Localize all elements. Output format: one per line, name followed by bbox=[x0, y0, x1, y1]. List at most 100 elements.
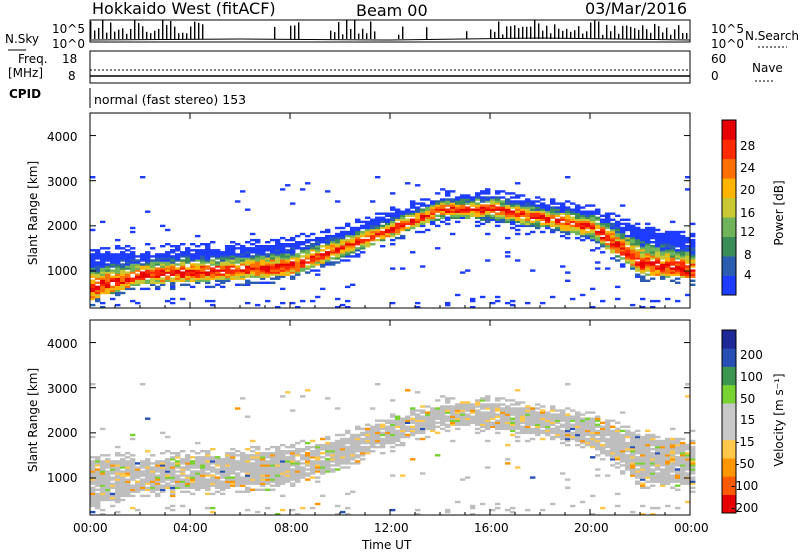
power-cell bbox=[610, 236, 616, 240]
velocity-cell bbox=[650, 437, 656, 441]
power-cell bbox=[510, 204, 516, 207]
velocity-cell bbox=[560, 435, 566, 439]
velocity-cell bbox=[660, 450, 666, 453]
power-cell bbox=[455, 293, 461, 297]
velocity-cell bbox=[475, 401, 481, 404]
velocity-cell bbox=[595, 445, 601, 449]
power-cell bbox=[485, 208, 491, 211]
velocity-cell bbox=[140, 480, 146, 483]
power-cell bbox=[255, 241, 261, 244]
velocity-cell bbox=[510, 429, 516, 433]
velocity-cell bbox=[375, 433, 381, 437]
power-cell bbox=[550, 295, 556, 299]
velocity-cell bbox=[680, 472, 686, 475]
velocity-cell bbox=[90, 456, 96, 459]
vel-ytick-1000: 1000 bbox=[47, 471, 78, 485]
power-cell bbox=[430, 212, 436, 215]
velocity-cell bbox=[415, 423, 421, 426]
power-cell bbox=[615, 259, 621, 262]
power-cell bbox=[595, 218, 601, 221]
velocity-cell bbox=[570, 427, 576, 431]
velocity-cell bbox=[525, 439, 531, 443]
power-cell bbox=[415, 214, 421, 217]
power-cell bbox=[660, 232, 666, 236]
velocity-cell bbox=[355, 433, 361, 437]
power-cell bbox=[495, 198, 501, 201]
velocity-cell bbox=[150, 478, 156, 481]
velocity-cell bbox=[640, 504, 646, 508]
power-cell bbox=[390, 238, 396, 242]
power-cell bbox=[375, 216, 381, 219]
velocity-cell bbox=[460, 478, 466, 481]
power-cell bbox=[605, 247, 611, 250]
velocity-cell bbox=[615, 437, 621, 441]
power-cell bbox=[560, 228, 566, 232]
nsky-bar bbox=[602, 34, 604, 39]
velocity-cell bbox=[680, 462, 686, 465]
power-cell bbox=[100, 257, 106, 260]
velocity-cell bbox=[370, 441, 376, 445]
velocity-cell bbox=[635, 441, 641, 445]
power-cell bbox=[225, 267, 231, 270]
power-cell bbox=[585, 210, 591, 213]
velocity-cell bbox=[670, 460, 676, 463]
velocity-cell bbox=[205, 452, 211, 455]
power-cell bbox=[435, 202, 441, 205]
power-cell bbox=[655, 236, 661, 240]
power-cell bbox=[280, 273, 286, 276]
velocity-cell bbox=[350, 439, 356, 443]
velocity-cell bbox=[155, 484, 161, 487]
power-cell bbox=[90, 267, 96, 270]
power-cell bbox=[165, 253, 171, 256]
power-cell bbox=[425, 220, 431, 224]
velocity-cell bbox=[275, 468, 281, 471]
power-cell bbox=[275, 241, 281, 244]
power-cell bbox=[100, 271, 106, 274]
power-cell bbox=[120, 251, 126, 254]
velocity-cell bbox=[100, 454, 106, 457]
power-cell bbox=[390, 226, 396, 230]
velocity-cell bbox=[600, 445, 606, 449]
velocity-cell bbox=[515, 421, 521, 424]
power-cell bbox=[200, 243, 206, 246]
power-cell bbox=[565, 216, 571, 219]
power-cell bbox=[95, 263, 101, 266]
velocity-cell bbox=[680, 482, 686, 485]
power-cell bbox=[205, 285, 211, 289]
power-cell bbox=[120, 279, 126, 282]
power-cell bbox=[650, 234, 656, 238]
velocity-cell bbox=[130, 474, 136, 477]
velocity-cell bbox=[135, 484, 141, 487]
velocity-cell bbox=[635, 460, 641, 463]
velocity-cell bbox=[495, 506, 501, 510]
velocity-cell bbox=[490, 415, 496, 418]
velocity-cell bbox=[255, 470, 261, 473]
velocity-cell bbox=[285, 464, 291, 467]
velocity-cell bbox=[670, 462, 676, 465]
power-cell bbox=[590, 236, 596, 240]
power-cell bbox=[325, 241, 331, 244]
velocity-cell bbox=[250, 458, 256, 461]
velocity-cell bbox=[160, 464, 166, 467]
velocity-cell bbox=[145, 472, 151, 475]
velocity-cell bbox=[335, 445, 341, 449]
velocity-cell bbox=[340, 510, 346, 514]
power-cell bbox=[465, 212, 471, 215]
power-cell bbox=[410, 204, 416, 207]
velocity-cell bbox=[310, 506, 316, 510]
power-cell bbox=[275, 243, 281, 246]
power-cell bbox=[525, 224, 531, 228]
velocity-cell bbox=[335, 433, 341, 437]
power-cell bbox=[415, 222, 421, 226]
power-cell bbox=[155, 273, 161, 276]
velocity-cell bbox=[100, 484, 106, 487]
velocity-cell bbox=[100, 460, 106, 463]
power-cell bbox=[205, 267, 211, 270]
power-cell bbox=[285, 184, 291, 187]
velocity-cell bbox=[405, 421, 411, 424]
velocity-cell bbox=[665, 480, 671, 483]
velocity-cell bbox=[165, 460, 171, 463]
power-cell bbox=[650, 232, 656, 236]
velocity-cell bbox=[435, 417, 441, 420]
velocity-cell bbox=[550, 437, 556, 441]
